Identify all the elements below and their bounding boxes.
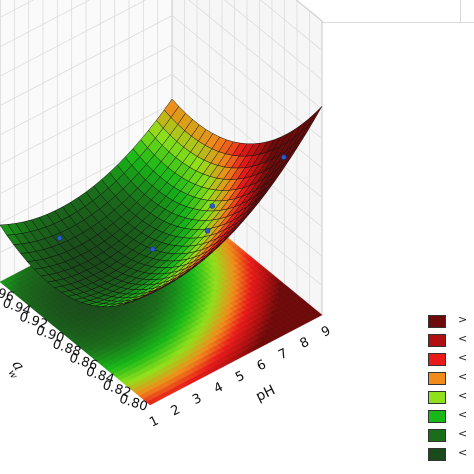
legend-swatch xyxy=(428,353,446,366)
legend-item: < xyxy=(424,370,474,387)
legend-item: < xyxy=(424,427,474,444)
legend-label: < xyxy=(458,332,468,345)
legend-swatch xyxy=(428,315,446,328)
x-tick-label: 6 xyxy=(255,357,269,374)
legend-item: < xyxy=(424,332,474,349)
legend-swatch xyxy=(428,372,446,385)
grid-line xyxy=(0,0,323,81)
legend-swatch xyxy=(428,391,446,404)
x-axis-label: pH xyxy=(253,382,277,405)
legend-label: < xyxy=(458,370,468,383)
x-tick-label: 3 xyxy=(190,391,204,408)
legend-item: < xyxy=(424,389,474,406)
legend-item: > xyxy=(424,313,474,330)
legend-label: < xyxy=(458,351,468,364)
legend-swatch xyxy=(428,334,446,347)
legend-item: < xyxy=(424,446,474,463)
legend-label: < xyxy=(458,389,468,402)
data-point xyxy=(204,228,211,234)
grid-line xyxy=(0,15,323,139)
x-tick-label: 4 xyxy=(212,380,226,397)
data-point xyxy=(209,203,216,209)
data-point xyxy=(56,235,63,241)
legend-label: < xyxy=(458,446,468,459)
data-point xyxy=(149,246,156,252)
legend-label: < xyxy=(458,408,468,421)
legend-label: < xyxy=(458,427,468,440)
legend-item: < xyxy=(424,351,474,368)
surface-cell xyxy=(143,288,158,297)
legend-swatch xyxy=(428,429,446,442)
grid-line xyxy=(0,44,323,169)
x-tick-label: 1 xyxy=(147,413,161,430)
image-border-right xyxy=(460,0,461,22)
legend: > < < < < < < < xyxy=(424,310,474,474)
grid-line xyxy=(0,0,323,51)
legend-item: < xyxy=(424,408,474,425)
legend-label: > xyxy=(458,313,468,326)
x-tick-label: 9 xyxy=(319,323,333,340)
grid-line xyxy=(0,0,323,110)
legend-swatch xyxy=(428,410,446,423)
x-tick-label: 2 xyxy=(169,402,183,419)
x-tick-label: 8 xyxy=(298,335,312,352)
legend-swatch xyxy=(428,448,446,461)
data-point xyxy=(281,154,287,160)
x-tick-label: 7 xyxy=(276,346,290,363)
x-tick-label: 5 xyxy=(233,368,247,385)
